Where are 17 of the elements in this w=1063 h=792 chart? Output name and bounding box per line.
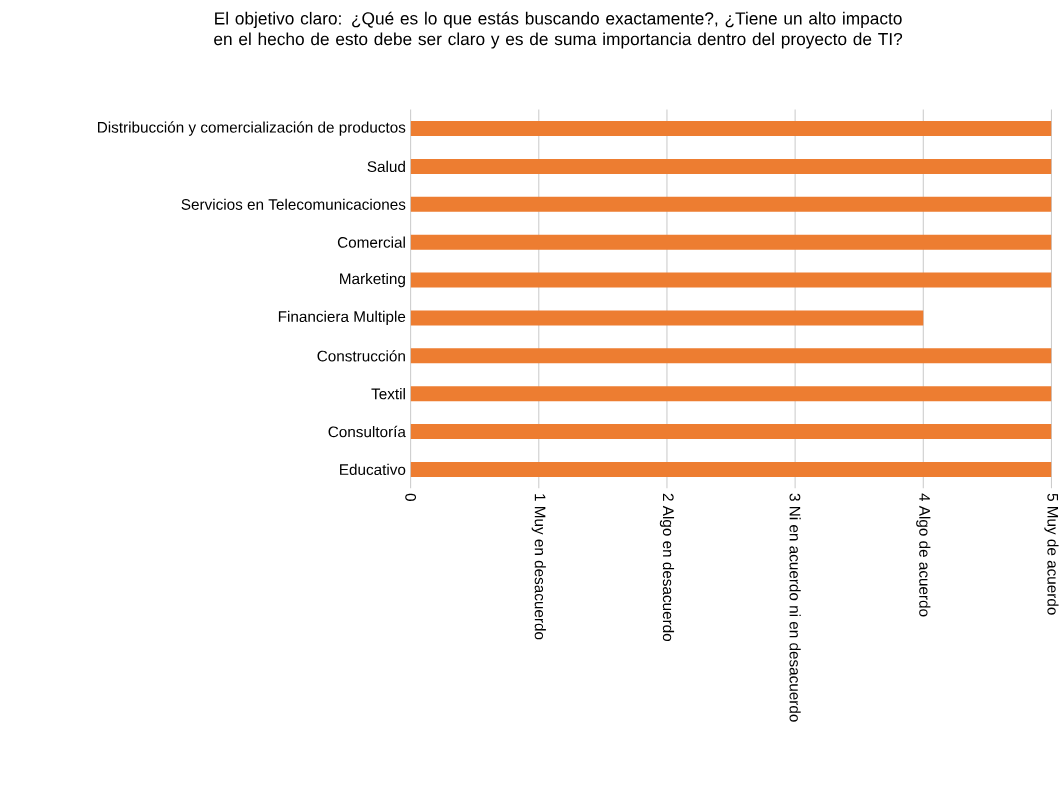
x-tick-label: 5 Muy de acuerdo	[1044, 493, 1059, 615]
x-tick-label: 3 Ni en acuerdo ni en desacuerdo	[789, 493, 801, 722]
y-tick-label: Marketing	[340, 272, 405, 288]
y-tick-label: Textil	[371, 387, 405, 400]
y-tick-label: Construcción	[317, 349, 405, 362]
y-tick-label: Servicios en Telecomunicaciones	[181, 198, 406, 210]
y-tick-label: Financiera Multiple	[278, 310, 406, 325]
y-tick-label: Salud	[367, 160, 405, 172]
x-tick-label: 4 Algo de acuerdo	[916, 493, 931, 617]
x-tick-label: 1 Muy en desacuerdo	[531, 494, 546, 640]
y-tick-label: Consultoría	[328, 425, 406, 438]
chart-title: El objetivo claro: ¿Qué es lo que estás buscando exactamente?, ¿Tiene un alto impacto en el hecho de esto debe ser claro y es de suma importancia dentro del proyecto de TI?	[214, 11, 903, 49]
x-tick-label: 0	[405, 493, 417, 501]
y-tick-label: Distribucción y comercialización de productos	[98, 121, 406, 136]
x-tick-label: 2 Algo en desacuerdo	[659, 493, 675, 641]
y-tick-label: Comercial	[337, 236, 405, 248]
y-tick-label: Educativo	[340, 463, 406, 475]
